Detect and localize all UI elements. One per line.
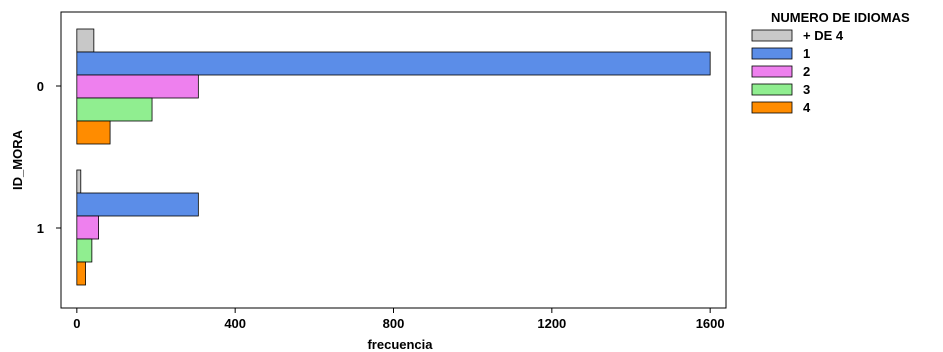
y-axis: 01 [37,79,61,236]
bar-1-4 [76,261,86,286]
legend-label-1: 1 [803,46,810,61]
x-axis: 0 400 800 1200 1600 [73,308,725,331]
x-axis-label: frecuencia [367,337,433,352]
legend-swatch-4 [751,101,793,114]
bar-1-1 [76,192,199,217]
bar-0-1 [76,51,711,76]
legend-swatch-3 [751,83,793,96]
legend-title: NUMERO DE IDIOMAS [771,10,910,25]
x-tick-label-1600: 1600 [696,316,725,331]
legend-label-4: 4 [803,100,811,115]
bars-group [76,28,711,286]
bar-0-0 [76,28,95,53]
legend-label-0: + DE 4 [803,28,844,43]
x-tick-label-1200: 1200 [537,316,566,331]
x-tick-label-800: 800 [383,316,405,331]
legend-swatch-0 [751,29,793,42]
legend-swatch-1 [751,47,793,60]
x-tick-label-400: 400 [224,316,246,331]
legend-label-3: 3 [803,82,810,97]
y-tick-label-0: 0 [37,79,44,94]
legend-label-2: 2 [803,64,810,79]
bar-1-2 [76,215,100,240]
legend: NUMERO DE IDIOMAS + DE 4 1 2 3 4 [751,10,910,115]
y-axis-label: ID_MORA [10,129,25,190]
legend-swatch-2 [751,65,793,78]
bar-1-3 [76,238,93,263]
y-tick-label-1: 1 [37,221,44,236]
bar-0-4 [76,120,111,145]
bar-1-0 [76,169,82,194]
bar-0-3 [76,97,153,122]
bar-0-2 [76,74,199,99]
x-tick-label-0: 0 [73,316,80,331]
